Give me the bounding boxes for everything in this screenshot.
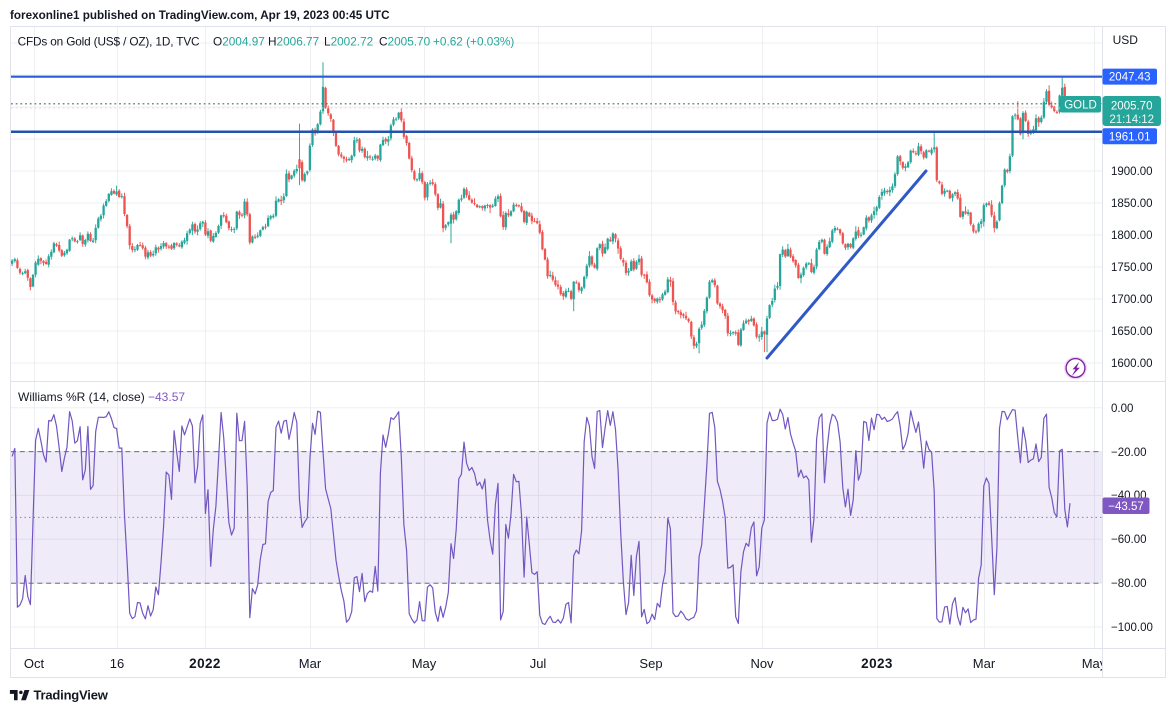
svg-text:−20.00: −20.00 bbox=[1111, 447, 1147, 459]
svg-text:CFDs on Gold (US$ / OZ), 1D, T: CFDs on Gold (US$ / OZ), 1D, TVC bbox=[18, 34, 200, 48]
svg-text:May: May bbox=[412, 656, 437, 671]
svg-text:1800.00: 1800.00 bbox=[1111, 230, 1153, 242]
svg-text:1961.01: 1961.01 bbox=[1109, 131, 1151, 143]
svg-text:−100.00: −100.00 bbox=[1111, 622, 1153, 634]
svg-text:Mar: Mar bbox=[299, 656, 322, 671]
svg-text:Oct: Oct bbox=[24, 656, 45, 671]
svg-text:2022: 2022 bbox=[189, 656, 221, 671]
svg-text:16: 16 bbox=[110, 656, 124, 671]
svg-text:−43.57: −43.57 bbox=[1108, 501, 1144, 513]
svg-text:TradingView: TradingView bbox=[34, 688, 109, 703]
svg-text:1850.00: 1850.00 bbox=[1111, 198, 1153, 210]
svg-text:−60.00: −60.00 bbox=[1111, 534, 1147, 546]
svg-text:1750.00: 1750.00 bbox=[1111, 262, 1153, 274]
svg-text:2047.43: 2047.43 bbox=[1109, 72, 1151, 84]
svg-text:Sep: Sep bbox=[639, 656, 662, 671]
svg-text:USD: USD bbox=[1113, 33, 1139, 47]
svg-text:May: May bbox=[1082, 656, 1107, 671]
svg-text:−43.57: −43.57 bbox=[148, 390, 185, 404]
svg-text:0.00: 0.00 bbox=[1111, 403, 1133, 415]
svg-text:forexonline1 published on Trad: forexonline1 published on TradingView.co… bbox=[10, 9, 390, 22]
svg-text:1600.00: 1600.00 bbox=[1111, 358, 1153, 370]
svg-text:21:14:12: 21:14:12 bbox=[1109, 114, 1154, 126]
svg-text:2005.70: 2005.70 bbox=[1111, 101, 1153, 113]
svg-text:1700.00: 1700.00 bbox=[1111, 294, 1153, 306]
svg-text:GOLD: GOLD bbox=[1064, 99, 1097, 111]
svg-text:Jul: Jul bbox=[530, 656, 547, 671]
svg-text:2023: 2023 bbox=[861, 656, 893, 671]
svg-text:1650.00: 1650.00 bbox=[1111, 326, 1153, 338]
svg-text:−80.00: −80.00 bbox=[1111, 578, 1147, 590]
svg-text:1900.00: 1900.00 bbox=[1111, 166, 1153, 178]
svg-text:Williams %R (14, close): Williams %R (14, close) bbox=[18, 390, 145, 404]
svg-text:Nov: Nov bbox=[750, 656, 774, 671]
svg-text:Mar: Mar bbox=[973, 656, 996, 671]
